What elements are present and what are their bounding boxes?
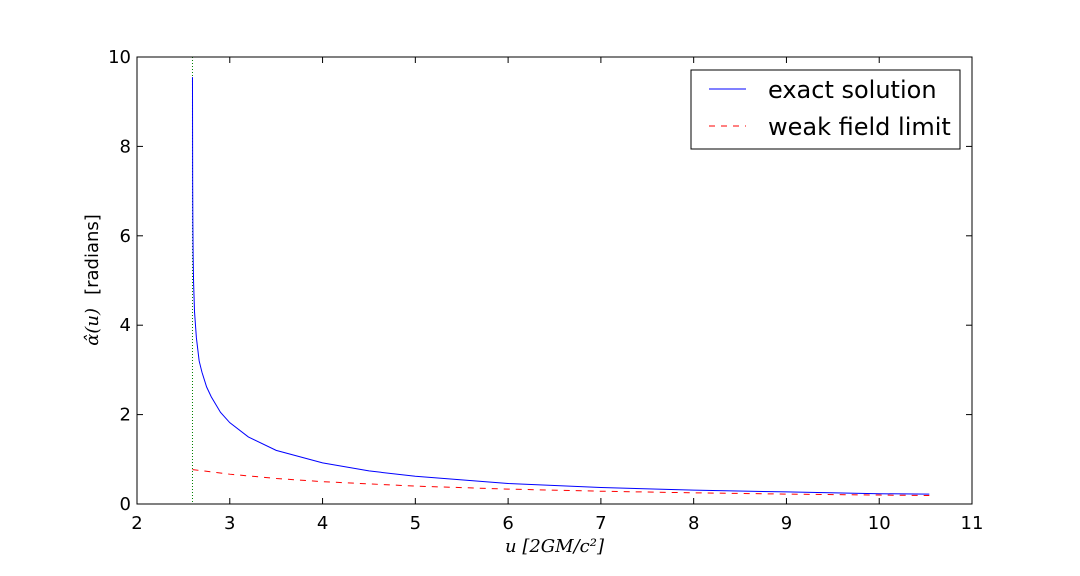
legend: exact solution weak field limit — [690, 69, 961, 150]
plot-frame — [136, 56, 973, 505]
x-tick-label: 9 — [781, 513, 792, 534]
x-tick-label: 5 — [410, 513, 421, 534]
y-tick-label: 2 — [120, 405, 131, 426]
y-axis-label: α̂(u) [radians] — [82, 214, 103, 346]
x-axis-label: u [2GM/c²] — [505, 536, 605, 557]
y-axis-label-group: α̂(u) [radians] — [82, 214, 103, 346]
y-tick-label: 4 — [120, 315, 131, 336]
legend-box — [690, 69, 961, 150]
legend-label-weak: weak field limit — [768, 113, 951, 141]
curves-layer — [191, 57, 930, 504]
x-tick-label: 10 — [868, 513, 891, 534]
x-tick-label: 4 — [317, 513, 328, 534]
y-tick-label: 6 — [120, 226, 131, 247]
y-tick-label: 10 — [108, 47, 131, 68]
y-axis-label-text: [radians] — [82, 214, 103, 295]
legend-label-exact: exact solution — [768, 76, 937, 104]
x-tick-label: 8 — [688, 513, 699, 534]
series-line-weak-field-limit — [192, 469, 930, 497]
y-axis-label-math: α̂(u) — [82, 308, 103, 346]
series-line-exact-solution — [191, 77, 930, 495]
x-tick-label: 6 — [502, 513, 513, 534]
x-tick-label: 3 — [224, 513, 235, 534]
y-tick-label: 0 — [120, 494, 131, 515]
x-tick-label: 11 — [961, 513, 984, 534]
y-tick-label: 8 — [120, 136, 131, 157]
x-tick-label: 7 — [595, 513, 606, 534]
x-tick-label: 2 — [131, 513, 142, 534]
